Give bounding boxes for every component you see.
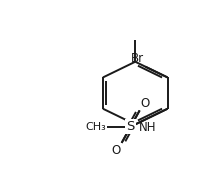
Text: Br: Br [131, 52, 144, 65]
Text: O: O [141, 96, 150, 110]
Text: O: O [111, 144, 121, 157]
Text: NH: NH [139, 121, 157, 134]
Text: S: S [127, 120, 135, 133]
Text: CH₃: CH₃ [85, 122, 106, 132]
